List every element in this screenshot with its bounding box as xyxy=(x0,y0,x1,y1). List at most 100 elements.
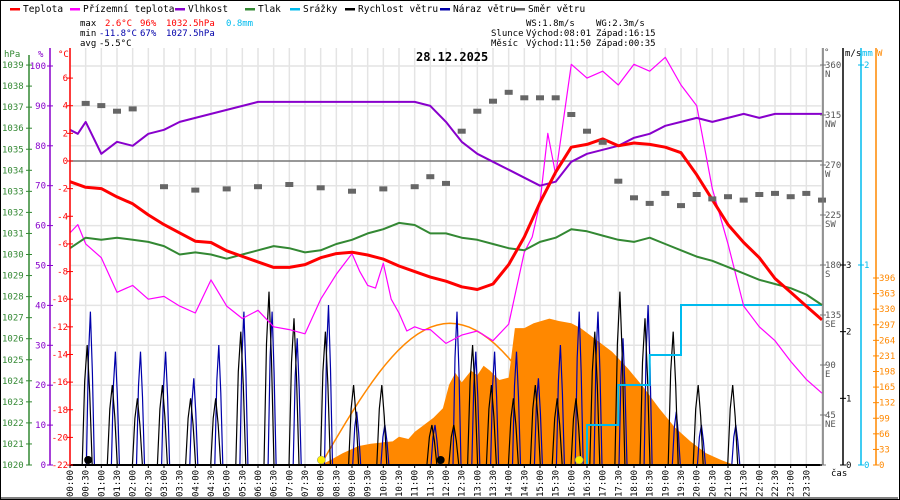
w-axis-unit: W xyxy=(877,49,883,59)
pct-tick-label: 40 xyxy=(35,301,46,311)
time-tick-label: 19:30 xyxy=(677,470,687,497)
legend-swatch-3 xyxy=(245,8,255,11)
deg-tick-dir: SE xyxy=(825,320,836,330)
pct-axis-unit: % xyxy=(38,50,44,60)
deg-tick-dir: NW xyxy=(825,120,836,130)
hpa-tick-label: 1038 xyxy=(2,82,24,92)
sun-rise: Východ:08:01 xyxy=(526,29,591,39)
legend-swatch-4 xyxy=(290,8,300,11)
time-tick-label: 17:30 xyxy=(614,470,624,497)
hpa-tick-label: 1030 xyxy=(2,251,24,261)
wind-ws: WS:1.8m/s xyxy=(526,19,575,29)
wind-direction-mark xyxy=(489,98,497,104)
ms-axis-unit: m/s xyxy=(845,49,861,59)
moon-rise: Východ:11:50 xyxy=(526,39,591,49)
time-tick-label: 05:00 xyxy=(223,470,233,497)
deg-tick-label: 360 xyxy=(825,61,841,71)
wind-direction-mark xyxy=(222,186,231,192)
temp-tick-label: 0 xyxy=(63,157,68,167)
w-tick-label: 0 xyxy=(879,461,884,471)
legend-label: Náraz větru xyxy=(453,4,516,15)
wind-direction-mark xyxy=(567,112,576,117)
stats-avg-temp: -5.5°C xyxy=(99,39,132,49)
time-tick-label: 08:30 xyxy=(332,470,342,497)
wind-direction-mark xyxy=(724,194,732,200)
hpa-tick-label: 1026 xyxy=(2,335,24,345)
wind-direction-mark xyxy=(536,95,544,101)
humidity-line xyxy=(69,100,822,187)
w-tick-label: 396 xyxy=(879,274,895,284)
legend-label: Tlak xyxy=(258,4,281,15)
wind-direction-mark xyxy=(442,180,450,186)
stats-max-hum: 96% xyxy=(140,19,157,29)
temp-tick-label: -8 xyxy=(57,268,68,278)
mm-tick-label: 2 xyxy=(864,61,869,71)
sun-set: Západ:16:15 xyxy=(596,29,656,39)
time-tick-label: 02:30 xyxy=(144,470,154,497)
deg-tick-label: 225 xyxy=(825,211,841,221)
legend-swatch-7 xyxy=(515,8,525,11)
time-tick-label: 06:30 xyxy=(270,470,280,497)
wind-direction-mark xyxy=(113,108,121,114)
temp-tick-label: -16 xyxy=(52,378,68,388)
hpa-tick-label: 1028 xyxy=(2,293,24,303)
time-tick-label: 15:30 xyxy=(552,470,562,497)
deg-tick-label: 135 xyxy=(825,311,841,321)
pressure-line xyxy=(69,221,823,306)
temp-tick-label: -10 xyxy=(52,295,68,305)
deg-tick-label: 90 xyxy=(825,361,836,371)
wind-direction-mark xyxy=(645,200,654,206)
time-tick-label: 06:00 xyxy=(254,470,264,497)
temp-tick-label: -20 xyxy=(52,433,68,443)
hpa-tick-label: 1031 xyxy=(2,229,24,239)
wind-direction-mark xyxy=(755,192,764,197)
time-tick-label: 11:00 xyxy=(411,470,421,497)
pct-tick-label: 100 xyxy=(30,62,46,72)
w-tick-label: 297 xyxy=(879,321,895,331)
wind-direction-mark xyxy=(614,178,623,184)
wind-direction-mark xyxy=(285,182,294,187)
temp-tick-label: -6 xyxy=(57,240,68,250)
time-tick-label: 03:00 xyxy=(160,470,170,497)
stats-block: max 2.6°C 96% 1032.5hPa 0.8mm min -11.8°… xyxy=(80,19,656,49)
time-tick-label: 09:30 xyxy=(364,470,374,497)
stats-max-rain: 0.8mm xyxy=(226,19,253,29)
w-tick-label: 165 xyxy=(879,383,895,393)
legend-swatch-6 xyxy=(440,8,450,11)
wind-direction-mark xyxy=(677,203,685,209)
wind-direction-mark xyxy=(473,108,482,114)
wind-direction-mark xyxy=(520,95,529,101)
time-tick-label: 14:00 xyxy=(505,470,515,497)
hpa-tick-label: 1022 xyxy=(2,419,24,429)
legend-label: Vlhkost xyxy=(188,4,228,15)
time-tick-label: 15:00 xyxy=(536,470,546,497)
stats-max-press: 1032.5hPa xyxy=(166,19,215,29)
deg-tick-label: 315 xyxy=(825,111,841,121)
deg-tick-dir: N xyxy=(825,70,830,80)
hpa-tick-label: 1039 xyxy=(2,61,24,71)
temp-tick-label: 6 xyxy=(63,74,68,84)
ms-tick-label: 2 xyxy=(846,328,851,338)
w-tick-label: 99 xyxy=(879,414,890,424)
deg-tick-dir: SW xyxy=(825,220,836,230)
wind-direction-mark xyxy=(379,186,388,192)
ground-temperature-line xyxy=(69,56,823,394)
wind-direction-mark xyxy=(786,194,795,200)
deg-axis-unit: ° xyxy=(824,48,829,58)
time-tick-label: 23:30 xyxy=(802,470,812,497)
wind-direction-mark xyxy=(410,184,419,190)
time-tick-label: 21:00 xyxy=(724,470,734,497)
time-tick-label: 00:30 xyxy=(82,470,92,497)
time-tick-label: 07:00 xyxy=(285,470,295,497)
moonset-marker xyxy=(84,456,93,464)
temp-tick-label: 2 xyxy=(63,129,68,139)
series-layer xyxy=(69,56,826,466)
time-tick-label: 16:30 xyxy=(583,470,593,497)
chart-title-date: 28.12.2025 xyxy=(416,50,488,64)
time-tick-label: 12:00 xyxy=(442,470,452,497)
hpa-tick-label: 1035 xyxy=(2,145,24,155)
stats-min-label: min xyxy=(80,29,96,39)
time-tick-label: 04:30 xyxy=(207,470,217,497)
hpa-axis-unit: hPa xyxy=(4,50,20,60)
w-tick-label: 66 xyxy=(879,430,890,440)
